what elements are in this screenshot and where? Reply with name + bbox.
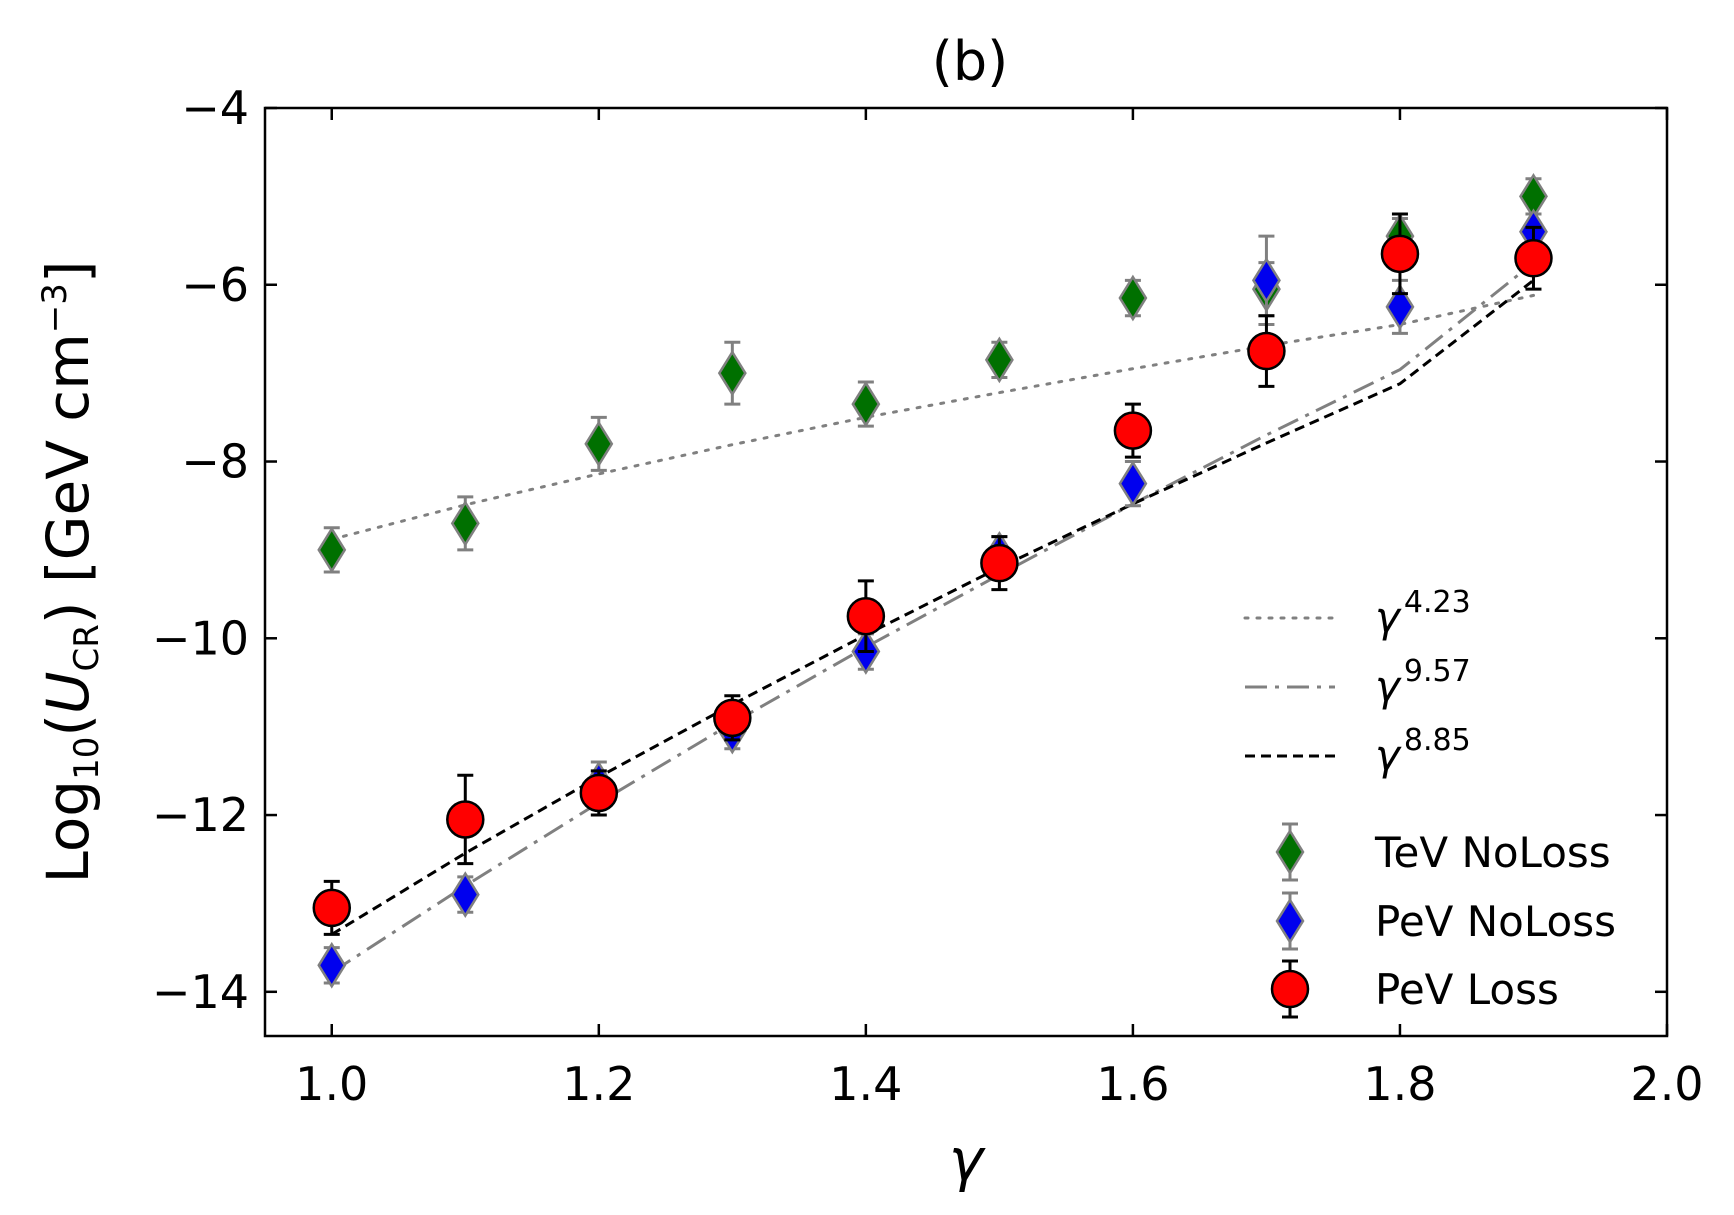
legend-marker <box>1275 897 1305 945</box>
y-axis-label: Log10(UCR) [GeV cm−3] <box>34 261 107 884</box>
series-pev-loss <box>312 212 1553 936</box>
chart-title: (b) <box>932 30 1008 93</box>
data-point <box>450 500 480 547</box>
fit-line-dashdot <box>330 261 1535 974</box>
data-point <box>1118 274 1148 322</box>
plot-frame <box>263 106 1669 1038</box>
legend-exponent: 4.23 <box>1404 585 1471 620</box>
legend-exponent: 9.57 <box>1404 654 1471 689</box>
y-label-prefix-subscript: 10 <box>67 737 107 780</box>
data-point <box>446 800 485 839</box>
y-tick-label: −14 <box>152 965 249 1019</box>
y-tick-label: −4 <box>181 81 249 135</box>
data-point <box>1251 256 1281 304</box>
data-point <box>851 380 881 428</box>
y-label-power: −3 <box>35 283 75 333</box>
legend-marker <box>1275 828 1305 876</box>
y-label-open-paren: ( <box>34 714 102 737</box>
plot-area <box>312 173 1553 989</box>
data-point <box>1380 234 1420 274</box>
data-point <box>317 941 347 989</box>
y-tick-label: −12 <box>152 788 249 842</box>
x-tick-label: 1.0 <box>295 1057 368 1111</box>
fit-line-dashed <box>331 279 1535 936</box>
y-tick-label: −6 <box>181 258 249 312</box>
legend-label-tev-noloss: TeV NoLoss <box>1374 828 1611 877</box>
data-point <box>1385 283 1415 331</box>
data-point <box>984 336 1014 384</box>
data-point <box>846 596 886 636</box>
data-point <box>980 543 1019 583</box>
data-point <box>713 698 752 738</box>
y-label-prefix: Log <box>34 780 102 884</box>
legend-gamma: γ <box>1375 593 1402 642</box>
legend-gamma: γ <box>1375 662 1402 711</box>
data-point <box>1118 460 1148 507</box>
legend-marker <box>1270 969 1310 1009</box>
data-point <box>1514 238 1553 278</box>
y-tick-label: −8 <box>181 435 249 489</box>
x-tick-label: 2.0 <box>1630 1057 1703 1111</box>
data-point <box>579 773 619 813</box>
y-label-variable-subscript: CR <box>67 624 107 671</box>
legend-exponent: 8.85 <box>1404 723 1471 758</box>
y-label-variable: U <box>34 672 102 714</box>
legend-label-dashdot: γ 9.57 <box>1375 654 1471 711</box>
legend-label-pev-loss: PeV Loss <box>1375 965 1559 1014</box>
x-tick-label: 1.4 <box>829 1057 902 1111</box>
data-point <box>1247 331 1286 371</box>
axis-ticks: 1.0 1.2 1.4 1.6 1.8 2.0 −14 −12 −10 −8 −6 −4 <box>152 81 1704 1111</box>
legend-label-dotted: γ 4.23 <box>1375 585 1471 642</box>
legend-gamma: γ <box>1375 731 1402 780</box>
y-label-units: ) [GeV cm <box>34 333 102 624</box>
data-point <box>450 871 480 918</box>
y-label-end: ] <box>34 261 102 284</box>
data-point <box>584 420 614 468</box>
legend-label-dashed: γ 8.85 <box>1375 723 1471 780</box>
data-point <box>317 526 347 574</box>
y-tick-label: −10 <box>152 611 249 665</box>
x-tick-label: 1.6 <box>1096 1057 1169 1111</box>
data-point <box>312 888 352 928</box>
x-axis-label: γ <box>949 1126 986 1194</box>
data-point <box>717 349 747 397</box>
legend-label-pev-noloss: PeV NoLoss <box>1375 897 1616 946</box>
x-tick-label: 1.2 <box>562 1057 635 1111</box>
data-point <box>1113 411 1153 450</box>
x-tick-label: 1.8 <box>1363 1057 1436 1111</box>
fit-line-dotted <box>330 293 1535 541</box>
